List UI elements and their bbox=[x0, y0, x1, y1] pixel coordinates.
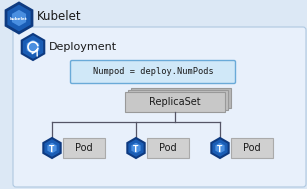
Polygon shape bbox=[26, 39, 40, 55]
Text: Kubelet: Kubelet bbox=[37, 9, 82, 22]
Text: Pod: Pod bbox=[243, 143, 261, 153]
Polygon shape bbox=[215, 142, 225, 154]
Polygon shape bbox=[43, 138, 61, 158]
FancyBboxPatch shape bbox=[71, 60, 235, 84]
FancyBboxPatch shape bbox=[63, 138, 105, 158]
Text: T: T bbox=[49, 145, 55, 153]
Text: T: T bbox=[133, 145, 139, 153]
Polygon shape bbox=[11, 9, 27, 27]
FancyBboxPatch shape bbox=[13, 27, 306, 187]
Polygon shape bbox=[47, 142, 57, 154]
Text: ReplicaSet: ReplicaSet bbox=[149, 97, 201, 107]
Polygon shape bbox=[22, 34, 44, 60]
FancyBboxPatch shape bbox=[128, 90, 228, 110]
FancyBboxPatch shape bbox=[231, 138, 273, 158]
Text: Numpod = deploy.NumPods: Numpod = deploy.NumPods bbox=[93, 67, 213, 77]
FancyBboxPatch shape bbox=[131, 88, 231, 108]
FancyBboxPatch shape bbox=[125, 92, 225, 112]
Text: Deployment: Deployment bbox=[49, 42, 117, 52]
Polygon shape bbox=[211, 138, 229, 158]
Text: T: T bbox=[217, 145, 223, 153]
Text: Pod: Pod bbox=[159, 143, 177, 153]
Polygon shape bbox=[127, 138, 145, 158]
Polygon shape bbox=[131, 142, 141, 154]
Text: kubelet: kubelet bbox=[10, 17, 28, 21]
FancyBboxPatch shape bbox=[147, 138, 189, 158]
Polygon shape bbox=[6, 3, 32, 33]
Text: Pod: Pod bbox=[75, 143, 93, 153]
